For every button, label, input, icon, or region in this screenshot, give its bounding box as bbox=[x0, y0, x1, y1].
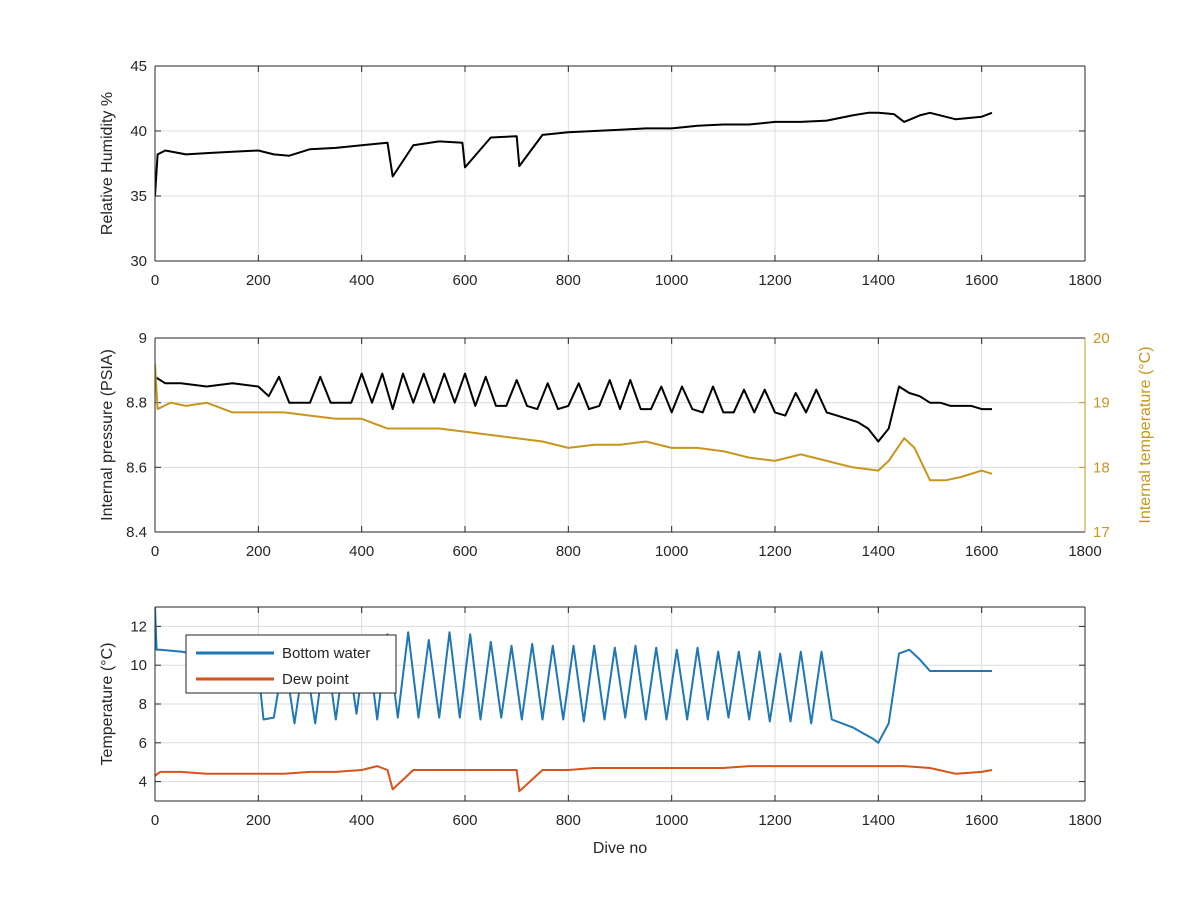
plot-area bbox=[155, 338, 1085, 532]
temperature-panel: 0 200 400 600 800 1000 1200 1400 1600 1800 4 6 8 10 12… bbox=[99, 606, 1102, 857]
x-tick-label: 1000 bbox=[655, 543, 688, 560]
x-tick-label: 1600 bbox=[965, 272, 998, 289]
x-tick-label: 1200 bbox=[758, 812, 791, 829]
y-right-tick-label: 17 bbox=[1093, 524, 1110, 541]
y-tick-label: 4 bbox=[139, 774, 147, 791]
y-right-tick-label: 18 bbox=[1093, 459, 1110, 476]
x-tick-label: 1800 bbox=[1068, 543, 1101, 560]
x-tick-label: 600 bbox=[452, 812, 477, 829]
x-tick-label: 1000 bbox=[655, 812, 688, 829]
y-axis-label: Relative Humidity % bbox=[99, 92, 116, 235]
y-tick-label: 30 bbox=[130, 253, 147, 270]
y-right-tick-label: 19 bbox=[1093, 395, 1110, 412]
x-axis-label: Dive no bbox=[593, 840, 647, 857]
y-tick-label: 12 bbox=[130, 618, 147, 635]
x-tick-label: 400 bbox=[349, 272, 374, 289]
x-tick-label: 1200 bbox=[758, 543, 791, 560]
legend-box bbox=[185, 634, 397, 694]
x-tick-label: 200 bbox=[246, 272, 271, 289]
x-tick-label: 800 bbox=[556, 812, 581, 829]
humidity-panel: 0 200 400 600 800 1000 1200 1400 1600 1800 30 35 40 4… bbox=[99, 58, 1102, 289]
x-tick-label: 600 bbox=[452, 272, 477, 289]
y-tick-label: 40 bbox=[130, 123, 147, 140]
series-line-right-1 bbox=[155, 363, 993, 482]
y-tick-label: 9 bbox=[139, 330, 147, 347]
x-tick-label: 1800 bbox=[1068, 812, 1101, 829]
x-tick-label: 1400 bbox=[862, 272, 895, 289]
y-tick-label: 8.6 bbox=[126, 459, 147, 476]
x-tick-label: 0 bbox=[151, 812, 159, 829]
legend-entry: Bottom water bbox=[282, 645, 370, 662]
x-tick-label: 1200 bbox=[758, 272, 791, 289]
x-tick-label: 0 bbox=[151, 543, 159, 560]
y-tick-label: 8.4 bbox=[126, 524, 147, 541]
y-right-tick-label: 20 bbox=[1093, 330, 1110, 347]
y-tick-label: 8 bbox=[139, 696, 147, 713]
y-tick-label: 6 bbox=[139, 735, 147, 752]
y-right-axis-label: Internal temperature (°C) bbox=[1137, 346, 1154, 523]
x-tick-label: 400 bbox=[349, 812, 374, 829]
x-tick-label: 1000 bbox=[655, 272, 688, 289]
pressure-temperature-panel: 0 200 400 600 800 1000 1200 1400 1600 1800 8.4 8.6 8… bbox=[99, 330, 1154, 560]
x-tick-label: 1600 bbox=[965, 543, 998, 560]
x-tick-label: 200 bbox=[246, 812, 271, 829]
y-tick-label: 10 bbox=[130, 657, 147, 674]
x-tick-label: 200 bbox=[246, 543, 271, 560]
y-tick-label: 35 bbox=[130, 188, 147, 205]
x-tick-label: 800 bbox=[556, 272, 581, 289]
series-line-left-0 bbox=[155, 372, 992, 443]
y-tick-label: 45 bbox=[130, 58, 147, 75]
x-tick-label: 1400 bbox=[862, 543, 895, 560]
x-tick-label: 800 bbox=[556, 543, 581, 560]
x-tick-label: 1400 bbox=[862, 812, 895, 829]
series-line-dew-point bbox=[155, 765, 993, 793]
x-tick-label: 1600 bbox=[965, 812, 998, 829]
y-axis-label: Internal pressure (PSIA) bbox=[99, 349, 116, 521]
x-tick-label: 0 bbox=[151, 272, 159, 289]
plot-area bbox=[155, 66, 1085, 261]
legend-entry: Dew point bbox=[282, 671, 350, 688]
legend: Bottom water Dew point bbox=[185, 634, 397, 694]
y-axis-label: Temperature (°C) bbox=[99, 643, 116, 766]
x-tick-label: 1800 bbox=[1068, 272, 1101, 289]
y-tick-label: 8.8 bbox=[126, 395, 147, 412]
series-line-main-0 bbox=[155, 111, 993, 197]
x-tick-label: 400 bbox=[349, 543, 374, 560]
x-tick-label: 600 bbox=[452, 543, 477, 560]
